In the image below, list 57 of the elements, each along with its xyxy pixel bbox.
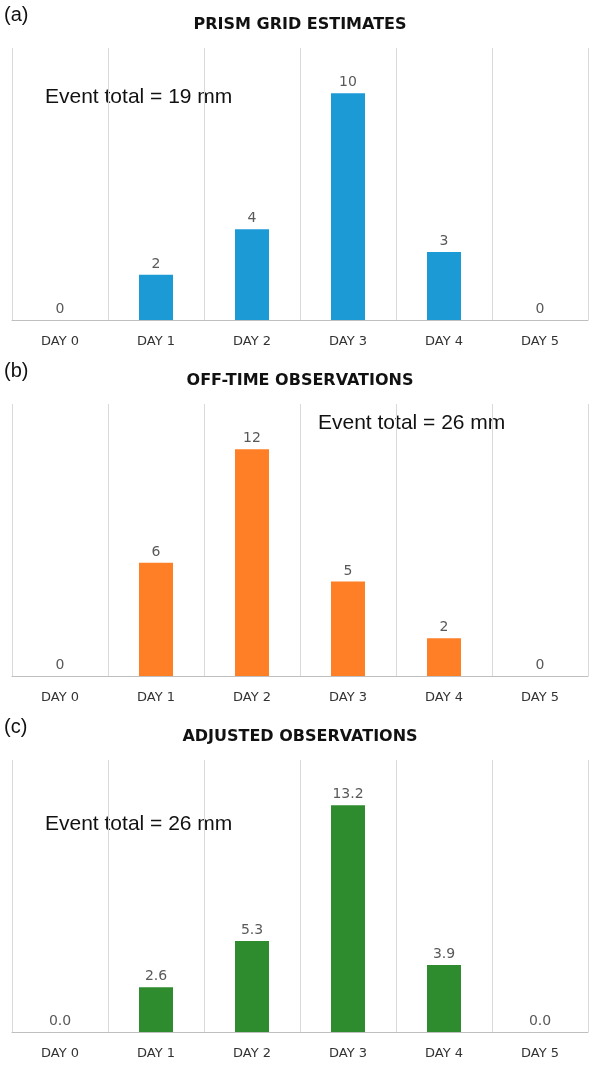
chart-title: PRISM GRID ESTIMATES xyxy=(193,13,407,33)
text: Event total = 26 mm xyxy=(318,410,506,433)
text: (c) xyxy=(4,715,28,737)
x-tick-label: DAY 3 xyxy=(328,333,368,348)
x-tick-label: DAY 2 xyxy=(232,333,272,348)
data-label: 6 xyxy=(151,542,161,559)
x-tick-label: DAY 1 xyxy=(136,689,176,704)
x-tick-label: DAY 5 xyxy=(520,333,560,348)
annotation: Event total = 19 mm xyxy=(45,84,233,107)
x-tick-label: DAY 3 xyxy=(328,689,368,704)
data-label: 3.9 xyxy=(432,945,456,962)
x-tick-label: DAY 2 xyxy=(232,689,272,704)
x-tick-label: DAY 4 xyxy=(424,1045,464,1060)
data-label: 13.2 xyxy=(332,785,364,802)
x-tick-label: DAY 4 xyxy=(424,333,464,348)
data-label: 0.0 xyxy=(48,1012,72,1028)
data-label: 5.3 xyxy=(240,920,264,937)
data-label: 12 xyxy=(243,429,261,446)
x-tick-label: DAY 5 xyxy=(520,1045,560,1060)
x-tick-label: DAY 0 xyxy=(40,689,80,704)
bar xyxy=(427,965,461,1032)
data-label: 10 xyxy=(339,73,357,90)
annotation: Event total = 26 mm xyxy=(45,811,233,834)
data-label: 0.0 xyxy=(528,1012,552,1028)
x-tick-label: DAY 1 xyxy=(136,1045,176,1060)
x-tick-label: DAY 0 xyxy=(40,333,80,348)
bar xyxy=(139,987,173,1032)
data-label: 0 xyxy=(55,300,65,316)
bar xyxy=(331,805,365,1032)
data-label: 0 xyxy=(55,656,65,672)
x-tick-label: DAY 3 xyxy=(328,1045,368,1060)
data-label: 4 xyxy=(247,209,257,226)
bar xyxy=(331,581,365,676)
bar xyxy=(139,274,173,320)
bar xyxy=(427,638,461,676)
bar xyxy=(331,93,365,320)
data-label: 5 xyxy=(343,561,353,578)
x-tick-label: DAY 2 xyxy=(232,1045,272,1060)
data-label: 0 xyxy=(535,300,545,316)
data-label: 3 xyxy=(439,232,449,248)
bar xyxy=(427,252,461,320)
x-tick-label: DAY 4 xyxy=(424,689,464,704)
bar xyxy=(235,449,269,676)
data-label: 2 xyxy=(439,618,449,635)
bar xyxy=(235,229,269,320)
data-label: 0 xyxy=(535,656,545,672)
x-tick-label: DAY 0 xyxy=(40,1045,80,1060)
text: (b) xyxy=(4,359,29,381)
x-tick-label: DAY 5 xyxy=(520,689,560,704)
data-label: 2 xyxy=(151,254,161,271)
data-label: 2.6 xyxy=(144,967,168,984)
bar xyxy=(235,940,269,1032)
x-tick-label: DAY 1 xyxy=(136,333,176,348)
chart-title: OFF-TIME OBSERVATIONS xyxy=(186,369,414,389)
bar xyxy=(139,562,173,676)
chart-title: ADJUSTED OBSERVATIONS xyxy=(182,725,418,745)
text: (a) xyxy=(4,3,29,25)
